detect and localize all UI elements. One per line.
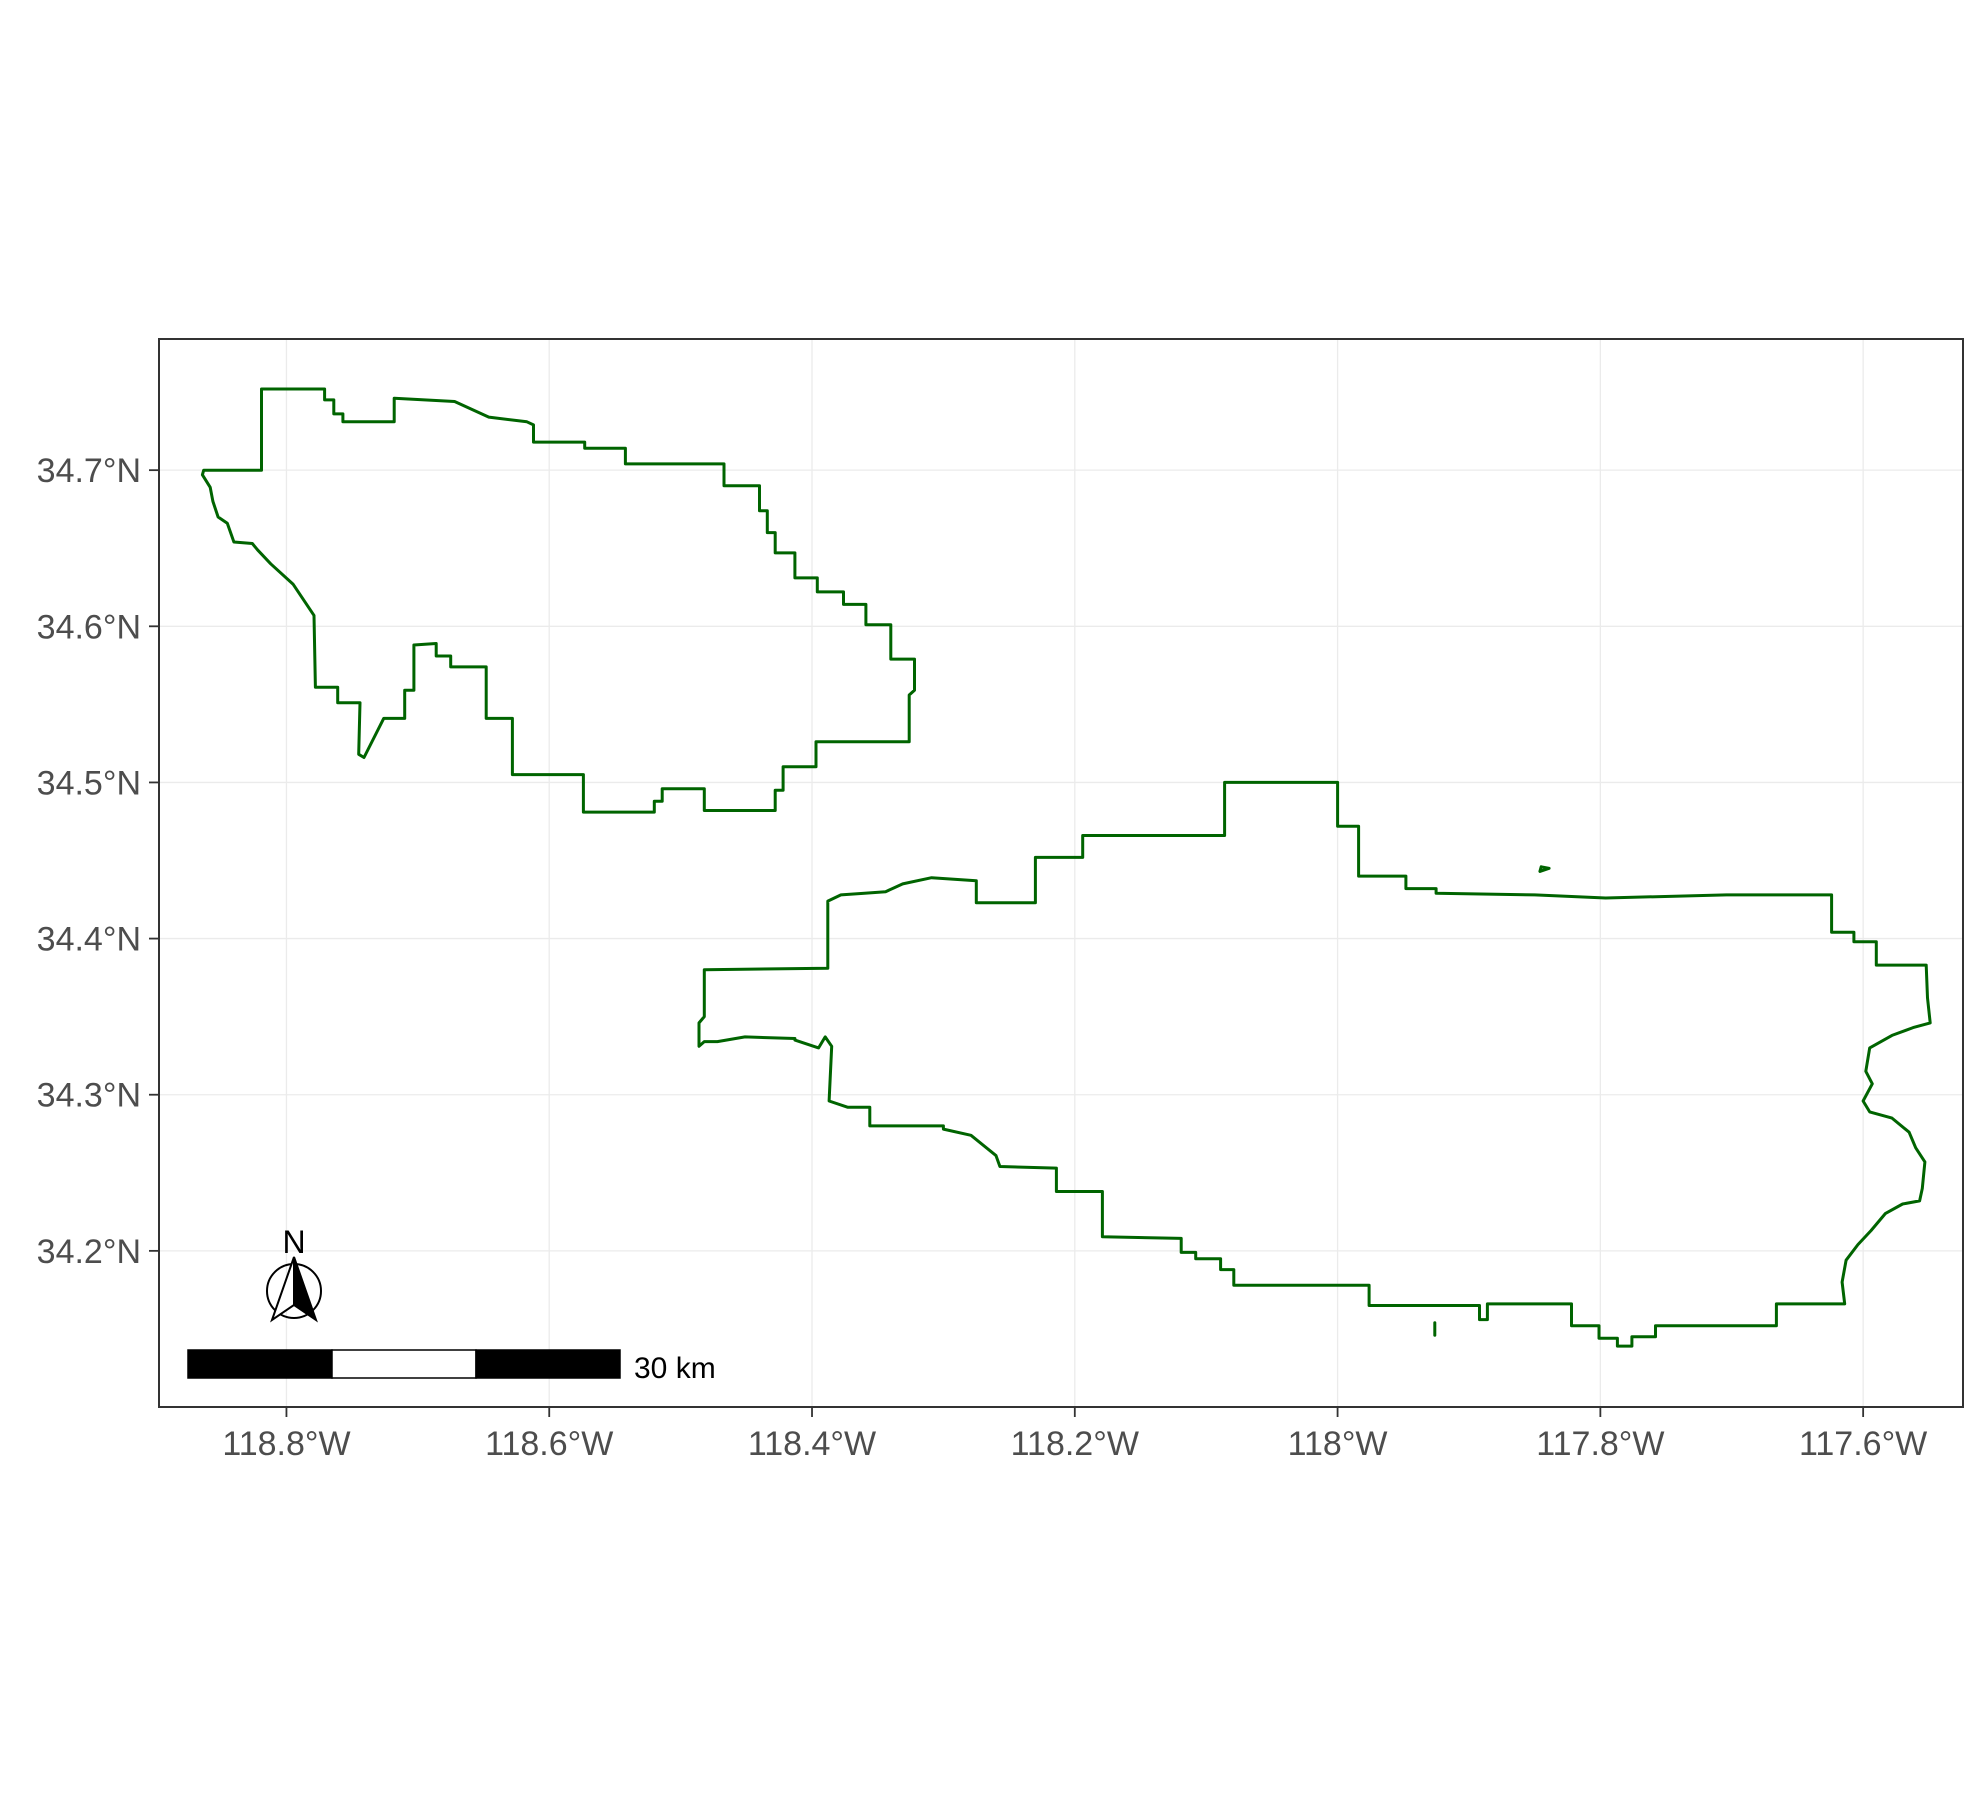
y-tick-label: 34.5°N [37, 764, 141, 802]
region-boundary [1538, 865, 1551, 873]
y-tick-label: 34.3°N [37, 1077, 141, 1115]
scale-bar-segment [331, 1349, 477, 1379]
map-panel-border [158, 338, 1964, 1408]
scale-bar [187, 1349, 621, 1379]
x-tick-label: 118.2°W [1011, 1425, 1139, 1463]
north-arrow-label: N [282, 1224, 305, 1260]
map-grid [159, 339, 1963, 1407]
y-tick-label: 34.7°N [37, 452, 141, 490]
y-tick-label: 34.4°N [37, 921, 141, 959]
scale-bar-segment [475, 1349, 621, 1379]
y-tick-label: 34.6°N [37, 608, 141, 646]
y-tick-label: 34.2°N [37, 1233, 141, 1271]
scale-bar-label: 30 km [634, 1352, 716, 1385]
north-arrow: N [266, 1224, 322, 1323]
scale-bar-segment [187, 1349, 333, 1379]
boundary-layer [200, 387, 1932, 1348]
x-axis: 118.8°W 118.6°W 118.4°W 118.2°W 118°W 117.8°W… [222, 1407, 1927, 1463]
x-tick-label: 117.8°W [1536, 1425, 1664, 1463]
north-arrow-right-half [293, 1256, 318, 1323]
region-boundary [200, 387, 916, 814]
x-tick-label: 118.8°W [222, 1425, 350, 1463]
x-tick-label: 118°W [1288, 1425, 1388, 1463]
region-boundary [697, 780, 1932, 1348]
x-tick-label: 117.6°W [1799, 1425, 1927, 1463]
y-axis: 34.7°N 34.6°N 34.5°N 34.4°N 34.3°N 34.2°N [37, 452, 159, 1271]
x-tick-label: 118.6°W [485, 1425, 613, 1463]
x-tick-label: 118.4°W [748, 1425, 876, 1463]
